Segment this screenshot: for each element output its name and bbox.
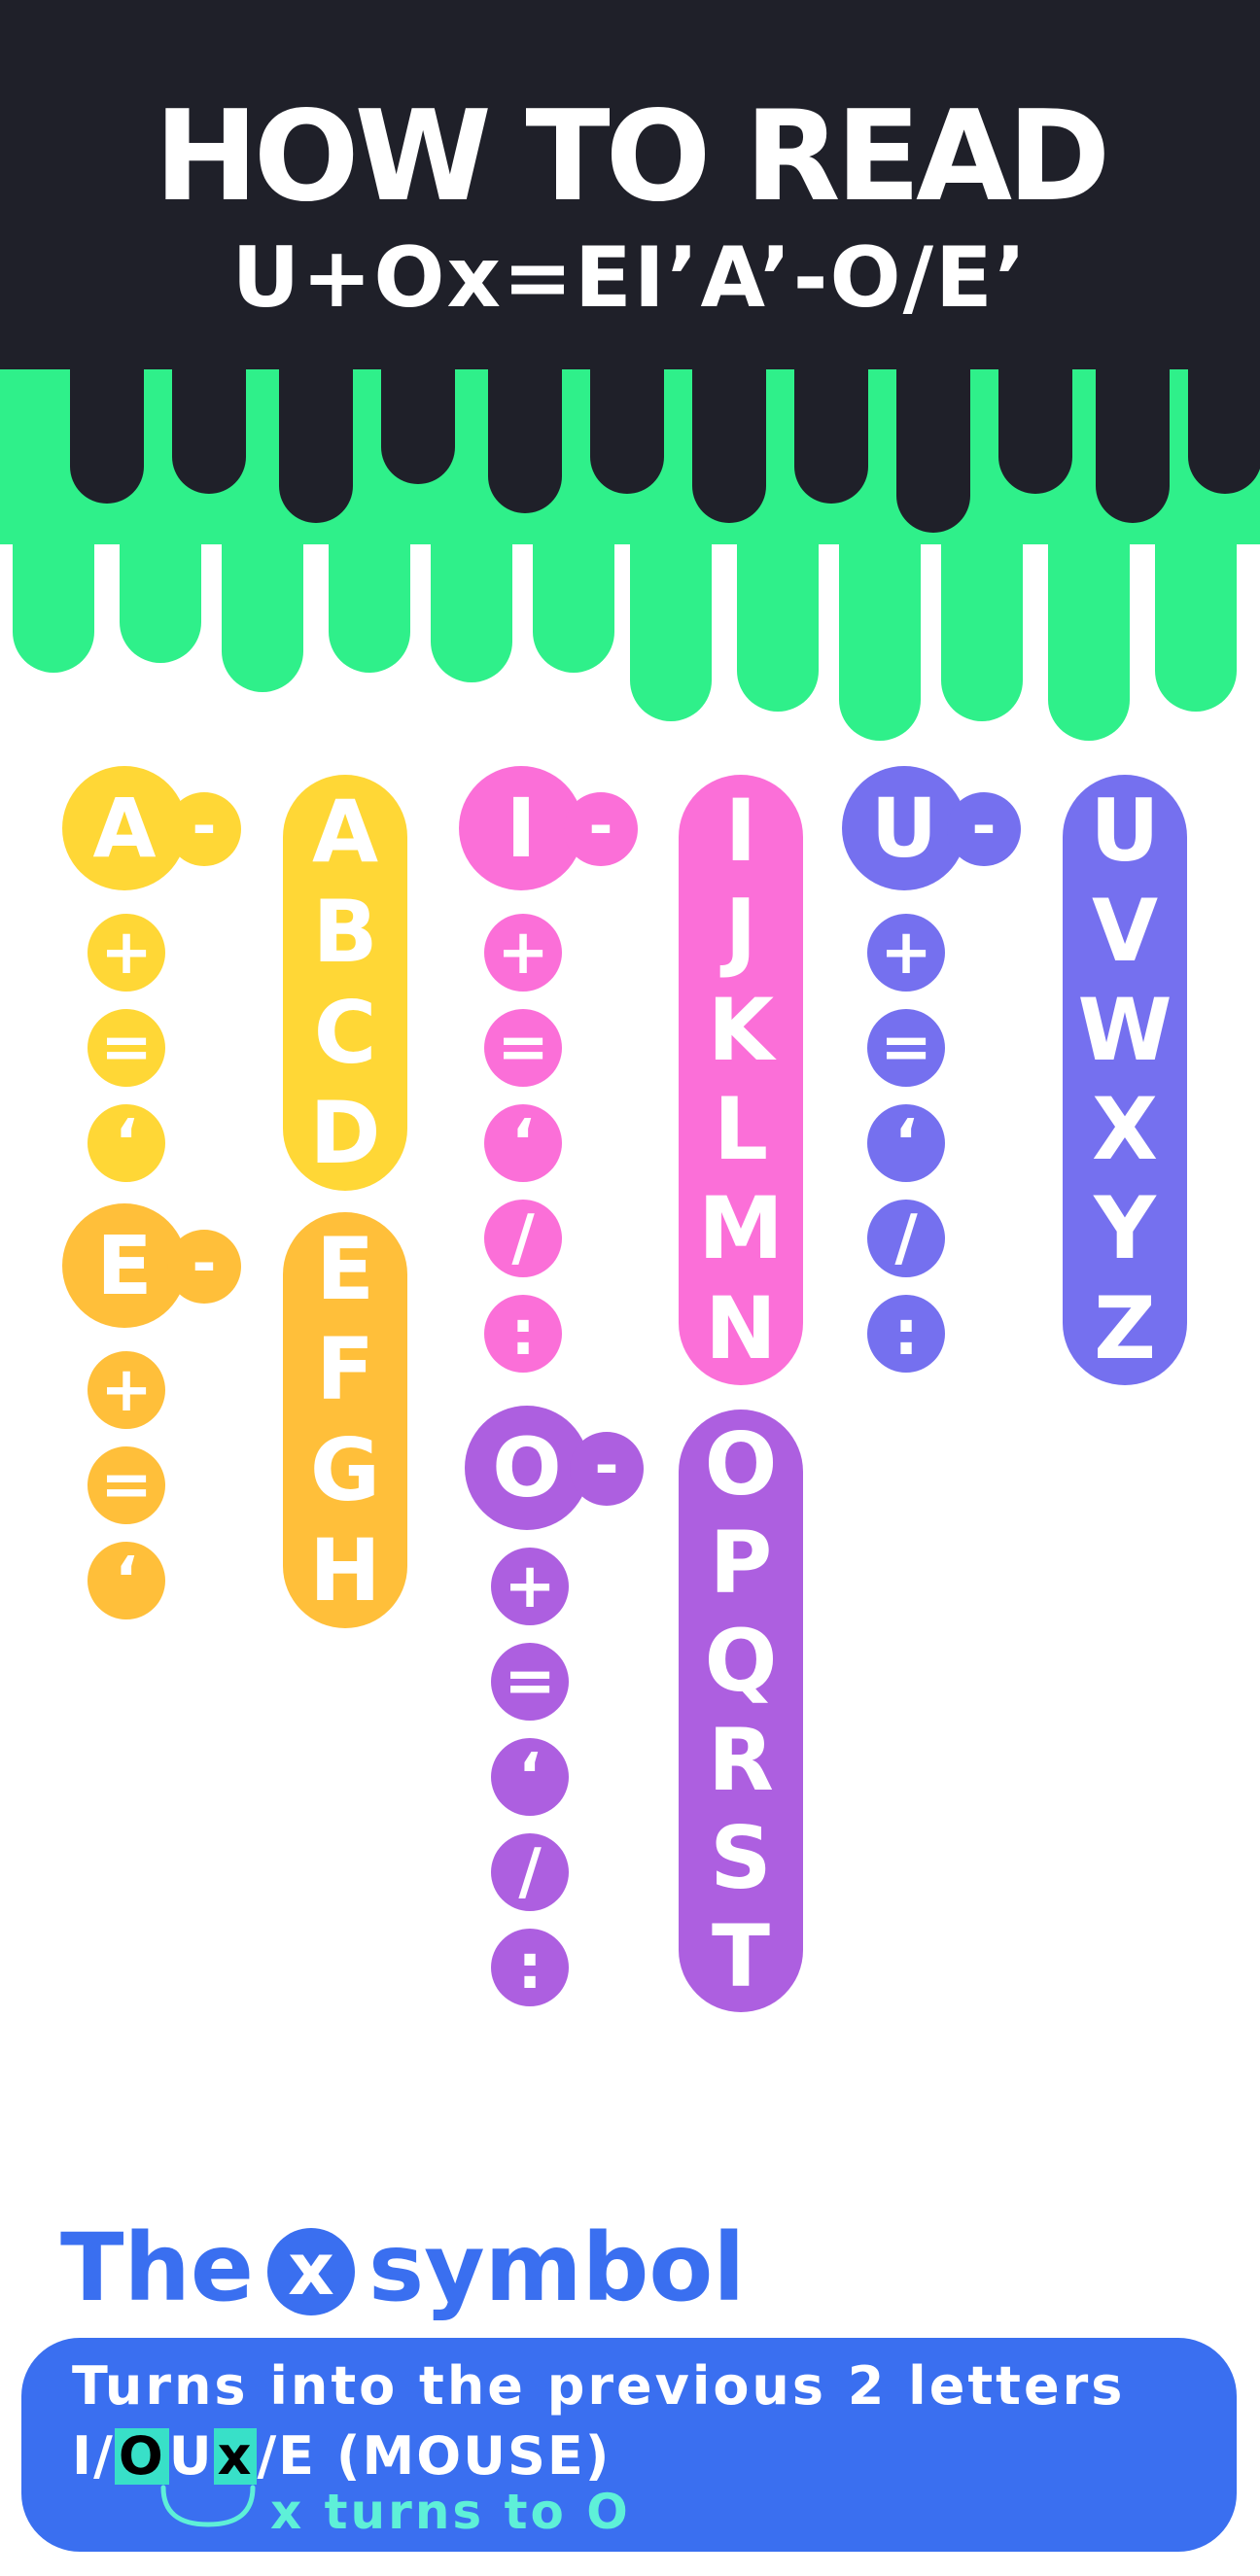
letter-g: G <box>309 1419 381 1520</box>
symbol-apostrophe-i: ‘ <box>484 1104 562 1182</box>
symbol-equals-e: = <box>88 1446 165 1524</box>
letter-t: T <box>711 1905 771 2006</box>
letter-i: I <box>724 781 757 882</box>
symbol-slash-u: / <box>867 1200 945 1277</box>
letter-m: M <box>698 1178 784 1279</box>
symbol-apostrophe-e: ‘ <box>88 1542 165 1619</box>
letters-pill-a: A B C D <box>283 775 407 1191</box>
letter-o: O <box>704 1414 778 1515</box>
letter-r: R <box>708 1709 774 1810</box>
key-vowel-i: I <box>459 766 583 890</box>
page-title: HOW TO READ <box>154 85 1111 229</box>
letter-q: Q <box>704 1611 778 1712</box>
letter-f: F <box>315 1319 375 1420</box>
letter-c: C <box>313 982 377 1083</box>
letter-n: N <box>705 1277 777 1378</box>
symbol-apostrophe-a: ‘ <box>88 1104 165 1182</box>
symbol-plus-u: + <box>867 914 945 992</box>
key-dash-a: - <box>167 792 241 866</box>
symbol-caption: x turns to O <box>270 2484 631 2540</box>
letters-pill-u: U V W X Y Z <box>1063 775 1187 1385</box>
symbol-title-symbol: symbol <box>368 2213 746 2322</box>
symbol-colon-u: : <box>867 1295 945 1373</box>
example-u: U <box>168 2425 214 2487</box>
symbol-apostrophe-u: ‘ <box>867 1104 945 1182</box>
symbol-equals-u: = <box>867 1009 945 1087</box>
letter-p: P <box>709 1513 773 1614</box>
symbol-apostrophe-o: ‘ <box>491 1738 569 1816</box>
symbol-explanation-box: Turns into the previous 2 letters I/OUx/… <box>21 2338 1237 2552</box>
key-dash-e: - <box>167 1230 241 1304</box>
symbol-equals-i: = <box>484 1009 562 1087</box>
symbol-plus-i: + <box>484 914 562 992</box>
symbol-title-the: The <box>60 2213 254 2322</box>
drip-graphic <box>0 0 1260 741</box>
letter-s: S <box>710 1807 772 1908</box>
header-banner: HOW TO READ U+Ox=EI’A’-O/E’ <box>0 0 1260 758</box>
symbol-plus-o: + <box>491 1548 569 1625</box>
key-dash-i: - <box>564 792 638 866</box>
symbol-equals-a: = <box>88 1009 165 1087</box>
key-vowel-a: A <box>62 766 187 890</box>
symbol-equals-o: = <box>491 1643 569 1721</box>
letter-v: V <box>1091 880 1159 981</box>
example-suffix: /E (MOUSE) <box>257 2425 612 2487</box>
x-symbol-icon: x <box>266 2228 355 2315</box>
symbol-plus-e: + <box>88 1351 165 1429</box>
symbol-colon-i: : <box>484 1295 562 1373</box>
key-dash-o: - <box>570 1432 644 1506</box>
letter-l: L <box>713 1079 769 1180</box>
letter-u: U <box>1090 781 1160 882</box>
letter-z: Z <box>1094 1277 1156 1378</box>
letter-k: K <box>707 979 775 1080</box>
letter-e: E <box>315 1219 375 1320</box>
symbol-plus-a: + <box>88 914 165 992</box>
symbol-slash-i: / <box>484 1200 562 1277</box>
letters-pill-e: E F G H <box>283 1212 407 1628</box>
key-vowel-u: U <box>842 766 966 890</box>
dark-drip <box>0 0 1260 533</box>
symbol-example: I/OUx/E (MOUSE) <box>72 2425 611 2487</box>
letter-x: X <box>1092 1079 1158 1180</box>
page-subtitle: U+Ox=EI’A’-O/E’ <box>231 229 1029 327</box>
symbol-slash-o: / <box>491 1833 569 1911</box>
curved-arrow-icon <box>160 2485 256 2527</box>
symbol-rule-text: Turns into the previous 2 letters <box>72 2355 1126 2417</box>
letters-pill-i: I J K L M N <box>679 775 803 1385</box>
example-highlight-o: O <box>114 2428 169 2485</box>
letter-w: W <box>1077 979 1172 1080</box>
letter-h: H <box>309 1519 381 1620</box>
letter-d: D <box>309 1082 381 1183</box>
letter-b: B <box>312 882 378 983</box>
letter-a: A <box>311 782 379 883</box>
example-highlight-x: x <box>213 2428 258 2485</box>
symbol-section-title: The x symbol <box>60 2214 745 2321</box>
letter-y: Y <box>1094 1178 1156 1279</box>
symbol-colon-o: : <box>491 1929 569 2006</box>
example-prefix: I/ <box>72 2425 115 2487</box>
key-vowel-o: O <box>465 1406 589 1530</box>
key-dash-u: - <box>947 792 1021 866</box>
letter-j: J <box>724 880 757 981</box>
key-vowel-e: E <box>62 1203 187 1328</box>
letters-pill-o: O P Q R S T <box>679 1410 803 2012</box>
